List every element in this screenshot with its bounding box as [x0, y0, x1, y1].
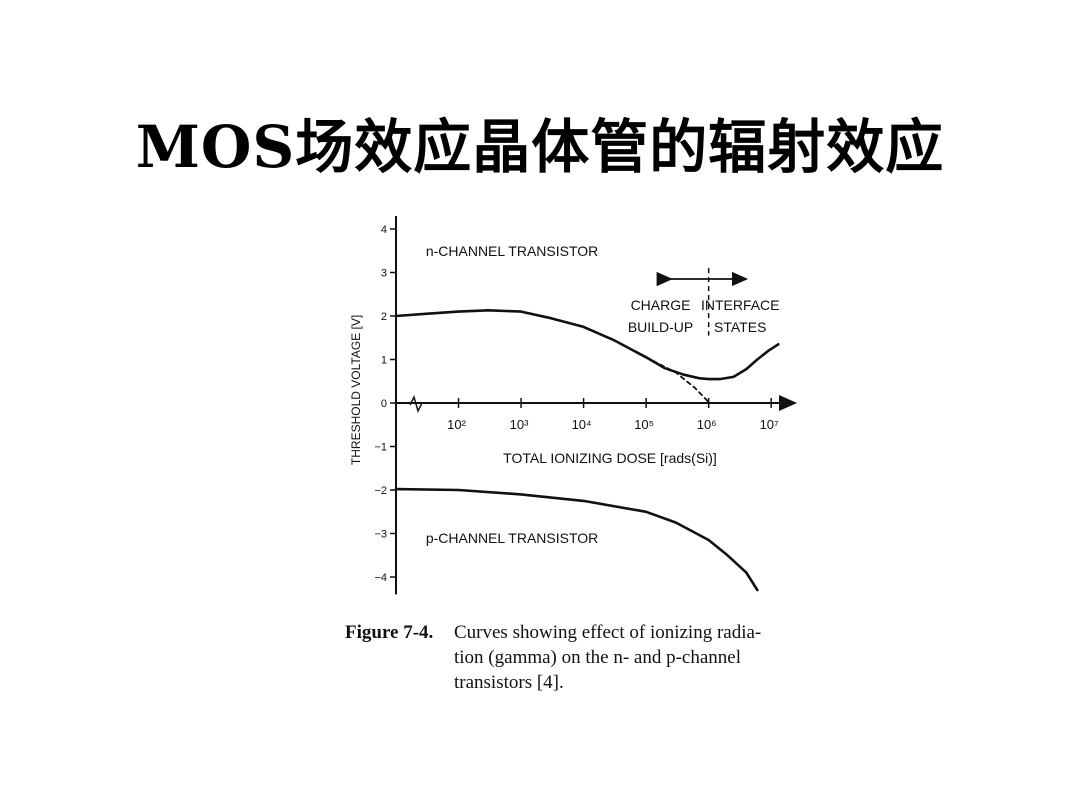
- slide-title: MOS场效应晶体管的辐射效应: [135, 113, 945, 181]
- y-tick-label: −1: [374, 442, 387, 454]
- x-tick-label: 10⁵: [634, 417, 654, 432]
- x-tick-label: 10⁶: [697, 417, 717, 432]
- caption-line: tion (gamma) on the n- and p-channel: [454, 647, 742, 668]
- y-axis-label: THRESHOLD VOLTAGE [V]: [349, 315, 363, 465]
- axis-break-mark: [409, 394, 423, 414]
- annotation-label: BUILD-UP: [628, 319, 693, 335]
- x-axis-label: TOTAL IONIZING DOSE [rads(Si)]: [503, 450, 717, 466]
- annotation-label: STATES: [714, 319, 766, 335]
- y-tick-label: 0: [381, 398, 387, 410]
- y-tick-label: −2: [374, 485, 387, 497]
- y-tick-label: 1: [381, 355, 387, 367]
- x-tick-label: 10³: [510, 417, 529, 432]
- y-tick-label: −4: [374, 572, 387, 584]
- caption-text: Curves showing effect of ionizing radia-…: [454, 620, 809, 695]
- y-tick-label: 2: [381, 311, 387, 323]
- annotation-label: n-CHANNEL TRANSISTOR: [426, 243, 598, 259]
- x-tick-label: 10²: [447, 417, 466, 432]
- y-tick-label: 3: [381, 268, 387, 280]
- series-line-3: [394, 487, 759, 592]
- series-line-2: [645, 356, 710, 403]
- series-line-1: [394, 309, 780, 381]
- annotation-label: CHARGE: [631, 297, 691, 313]
- x-tick-label: 10⁴: [572, 417, 592, 432]
- caption-line: Curves showing effect of ionizing radia-: [454, 622, 762, 643]
- annotation-label: p-CHANNEL TRANSISTOR: [426, 530, 598, 546]
- caption-label: Figure 7-4.: [345, 622, 434, 643]
- annotation-label: INTERFACE: [701, 297, 780, 313]
- y-tick-label: −3: [374, 529, 387, 541]
- x-tick-label: 10⁷: [760, 417, 779, 432]
- caption-line: transistors [4].: [454, 672, 564, 693]
- y-tick-label: 4: [381, 224, 387, 236]
